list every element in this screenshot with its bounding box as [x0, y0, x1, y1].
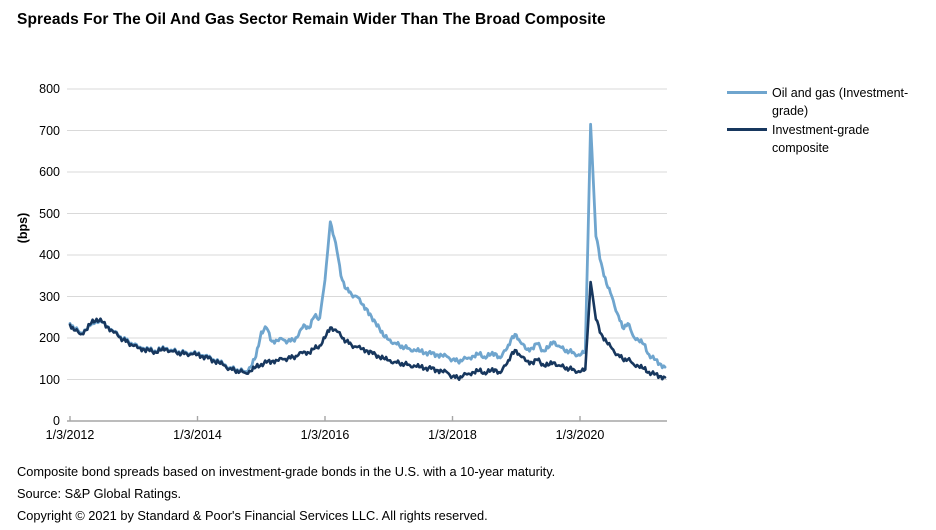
footnote-source: Source: S&P Global Ratings.: [17, 486, 182, 501]
y-tick-label: 0: [53, 414, 60, 428]
series-line-oil-gas: [68, 122, 667, 374]
y-tick-label: 400: [39, 248, 60, 262]
oil-gas-line-swatch: [727, 91, 767, 94]
y-tick-label: 300: [39, 289, 60, 304]
series-line-composite: [68, 280, 667, 381]
y-tick-label: 700: [39, 123, 60, 138]
x-tick-label: 1/3/2014: [173, 428, 222, 442]
footnotes: Composite bond spreads based on investme…: [17, 461, 555, 527]
legend-label-composite: Investment-grade composite: [772, 123, 870, 155]
legend-item-composite: Investment-grade composite: [727, 121, 932, 157]
y-tick-label: 500: [39, 206, 60, 221]
legend-label-oil-gas: Oil and gas (Investment-grade): [772, 86, 909, 118]
x-tick-label: 1/3/2018: [428, 428, 477, 442]
chart-legend: Oil and gas (Investment-grade) Investmen…: [727, 84, 932, 158]
x-tick-label: 1/3/2020: [555, 428, 605, 442]
legend-item-oil-gas: Oil and gas (Investment-grade): [727, 84, 932, 120]
footnote-methodology: Composite bond spreads based on investme…: [17, 464, 556, 479]
composite-line-swatch: [727, 128, 767, 131]
x-tick-label: 1/3/2012: [45, 428, 95, 442]
y-axis-title: (bps): [16, 212, 30, 244]
x-tick-label: 1/3/2016: [300, 428, 350, 442]
footnote-copyright: Copyright © 2021 by Standard & Poor's Fi…: [17, 508, 488, 523]
y-tick-label: 800: [39, 82, 60, 96]
y-tick-label: 200: [39, 331, 60, 345]
y-tick-label: 100: [39, 372, 60, 387]
y-tick-label: 600: [39, 165, 60, 179]
chart-title: Spreads For The Oil And Gas Sector Remai…: [17, 11, 606, 28]
